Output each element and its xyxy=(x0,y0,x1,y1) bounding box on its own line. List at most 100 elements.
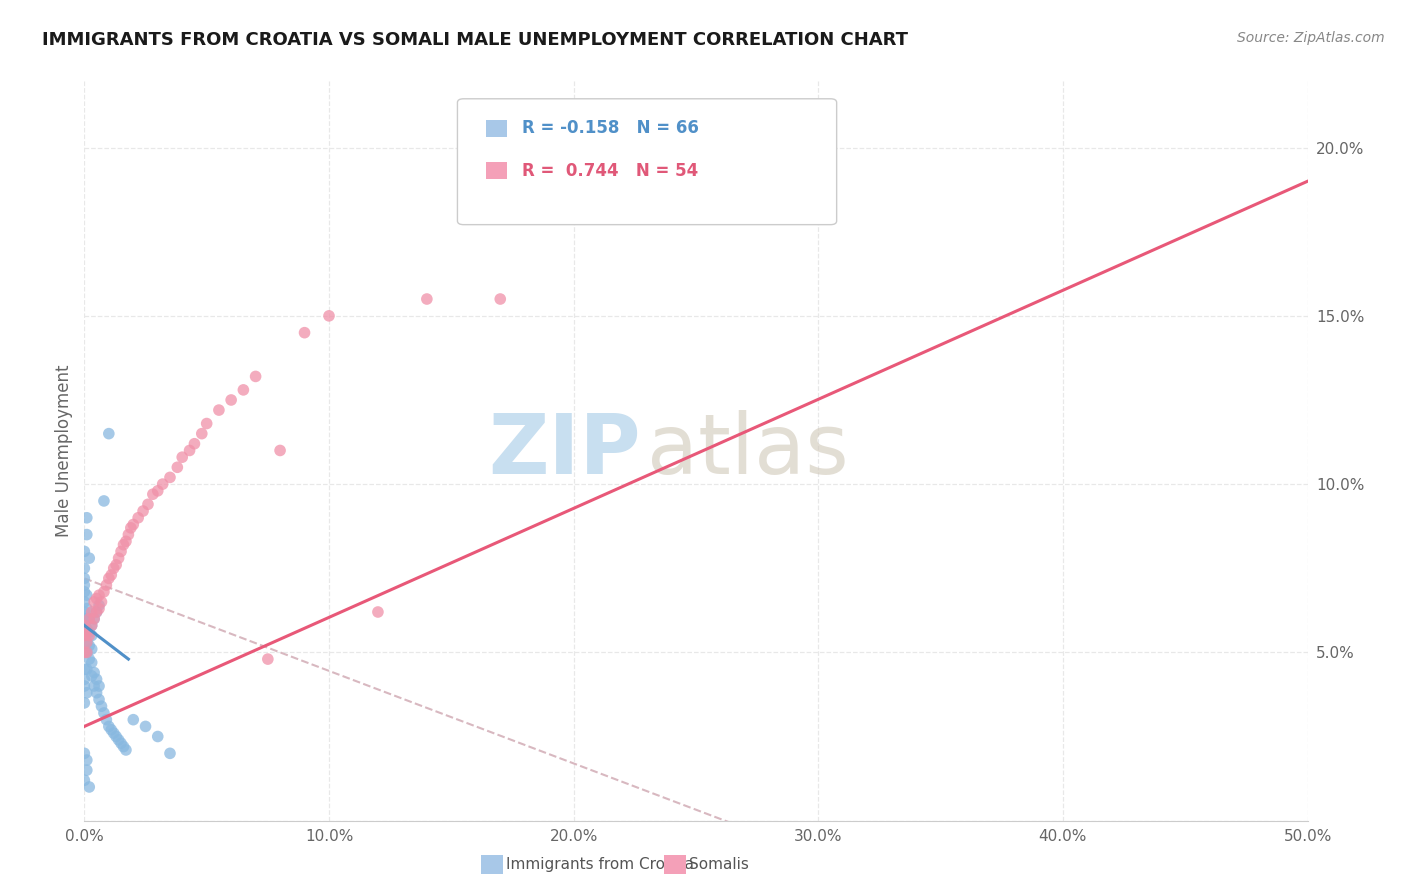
Point xyxy=(159,747,181,761)
Point xyxy=(489,292,512,306)
Point xyxy=(93,584,115,599)
Point xyxy=(73,584,96,599)
Point xyxy=(77,612,100,626)
Point xyxy=(83,612,105,626)
Point xyxy=(110,736,132,750)
Point xyxy=(80,605,103,619)
Point xyxy=(86,605,108,619)
Point xyxy=(77,639,100,653)
Point xyxy=(367,605,389,619)
Point xyxy=(73,747,96,761)
Text: Source: ZipAtlas.com: Source: ZipAtlas.com xyxy=(1237,31,1385,45)
Point xyxy=(73,612,96,626)
Point xyxy=(86,686,108,700)
Point xyxy=(83,595,105,609)
Point xyxy=(77,551,100,566)
Point xyxy=(105,558,128,572)
Text: R = -0.158   N = 66: R = -0.158 N = 66 xyxy=(522,120,699,137)
Point xyxy=(76,622,98,636)
Point xyxy=(73,662,96,676)
Point xyxy=(146,483,169,498)
Point xyxy=(73,773,96,788)
Point xyxy=(86,591,108,606)
Point xyxy=(90,699,112,714)
Point xyxy=(166,460,188,475)
Point xyxy=(73,679,96,693)
Point xyxy=(80,618,103,632)
Point xyxy=(107,732,129,747)
Point xyxy=(110,544,132,558)
Point xyxy=(100,568,122,582)
Point xyxy=(77,652,100,666)
Point xyxy=(191,426,214,441)
Text: Immigrants from Croatia: Immigrants from Croatia xyxy=(506,857,695,871)
Point xyxy=(83,665,105,680)
Point xyxy=(76,625,98,640)
Point xyxy=(83,612,105,626)
Point xyxy=(76,635,98,649)
Point xyxy=(115,743,138,757)
Point xyxy=(76,612,98,626)
Point xyxy=(73,628,96,642)
Point xyxy=(195,417,218,431)
Point xyxy=(87,679,110,693)
Point xyxy=(76,686,98,700)
Point xyxy=(76,510,98,524)
Point xyxy=(73,544,96,558)
Point xyxy=(103,726,125,740)
Point xyxy=(73,696,96,710)
Point xyxy=(83,679,105,693)
Point xyxy=(90,595,112,609)
Point xyxy=(117,527,139,541)
Point xyxy=(97,719,120,733)
Point xyxy=(96,713,118,727)
Point xyxy=(93,494,115,508)
Point xyxy=(80,669,103,683)
Point xyxy=(96,578,118,592)
Point xyxy=(73,595,96,609)
Text: IMMIGRANTS FROM CROATIA VS SOMALI MALE UNEMPLOYMENT CORRELATION CHART: IMMIGRANTS FROM CROATIA VS SOMALI MALE U… xyxy=(42,31,908,49)
Point xyxy=(146,730,169,744)
Point xyxy=(76,753,98,767)
Point xyxy=(127,510,149,524)
Point xyxy=(183,436,205,450)
Point xyxy=(73,571,96,585)
Point xyxy=(73,618,96,632)
Point xyxy=(120,521,142,535)
Point xyxy=(76,588,98,602)
Point xyxy=(93,706,115,720)
Bar xyxy=(485,120,508,136)
Text: atlas: atlas xyxy=(647,410,849,491)
Point xyxy=(152,477,174,491)
Point xyxy=(136,497,159,511)
Point xyxy=(97,571,120,585)
Point xyxy=(80,628,103,642)
Point xyxy=(100,723,122,737)
Point xyxy=(76,635,98,649)
Point xyxy=(73,578,96,592)
Point xyxy=(318,309,340,323)
Point xyxy=(87,601,110,615)
Point xyxy=(172,450,194,465)
Point xyxy=(73,605,96,619)
Point xyxy=(73,673,96,687)
Point xyxy=(232,383,254,397)
FancyBboxPatch shape xyxy=(457,99,837,225)
Point xyxy=(77,612,100,626)
Point xyxy=(77,780,100,794)
Point xyxy=(80,618,103,632)
Point xyxy=(122,713,145,727)
Point xyxy=(179,443,201,458)
Point xyxy=(105,730,128,744)
Bar xyxy=(485,162,508,178)
Point xyxy=(87,588,110,602)
Point xyxy=(269,443,291,458)
Point xyxy=(112,739,135,754)
Point xyxy=(159,470,181,484)
Point xyxy=(112,538,135,552)
Point xyxy=(115,534,138,549)
Point xyxy=(87,692,110,706)
Text: R =  0.744   N = 54: R = 0.744 N = 54 xyxy=(522,161,697,179)
Point xyxy=(97,426,120,441)
Point xyxy=(76,763,98,777)
